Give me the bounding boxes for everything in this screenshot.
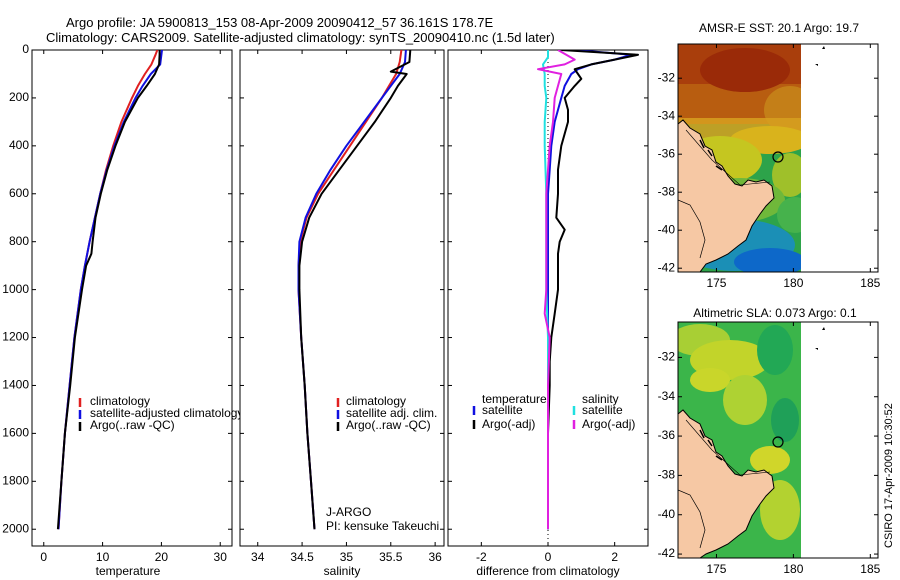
temperature-legend-satellite: satellite-adjusted climatology — [90, 406, 243, 420]
salinity-legend: climatology satellite adj. clim. Argo(..… — [336, 394, 437, 432]
difference-legend-title-salinity: salinity — [582, 392, 619, 406]
sst-island-1 — [815, 46, 825, 66]
temperature-xtick-label: 10 — [96, 550, 110, 564]
difference-yticks — [448, 49, 648, 530]
sst_map-xtick-label: 180 — [783, 276, 803, 290]
sla-map-water-area — [801, 322, 878, 558]
temperature-axes-frame — [31, 49, 233, 547]
sla_map-xtick-label: 175 — [706, 562, 726, 576]
sst_map-ytick-label: -40 — [658, 222, 676, 236]
sla_map-ytick-label: -38 — [658, 468, 676, 482]
salinity-legend-satellite: satellite adj. clim. — [346, 406, 437, 420]
salinity-yticks — [240, 49, 444, 530]
difference-xtick-label: 0 — [545, 550, 552, 564]
sla_map-ytick-label: -32 — [658, 350, 676, 364]
temperature-ytick-label: 1400 — [2, 378, 29, 392]
sla-map-title: Altimetric SLA: 0.073 Argo: 0.1 — [693, 306, 857, 320]
difference-xlabel: difference from climatology — [476, 564, 619, 578]
salinity-xticks: 34 34.5 35 35.5 36 — [251, 50, 442, 564]
sst_map-xtick-label: 175 — [706, 276, 726, 290]
temperature-legend-climatology: climatology — [90, 394, 150, 408]
temperature-ytick-label: 600 — [9, 186, 29, 200]
sst-map-xticks: 175 180 185 — [706, 44, 881, 290]
sla-argo-marker — [772, 436, 784, 448]
temperature-legend: climatology satellite-adjusted climatolo… — [78, 394, 243, 432]
sla-land — [678, 409, 775, 558]
salinity-annotation-program: J-ARGO — [326, 505, 371, 519]
sla_map-xtick-label: 185 — [860, 562, 880, 576]
difference-legend-title-temperature: temperature — [482, 392, 547, 406]
difference-legend-temp-argo: Argo(-adj) — [482, 417, 535, 431]
temperature-ytick-label: 1000 — [2, 282, 29, 296]
difference-series — [537, 50, 639, 530]
sst-argo-marker — [772, 151, 784, 163]
temperature-xlabel: temperature — [96, 564, 161, 578]
figure-title-line2: Climatology: CARS2009. Satellite-adjuste… — [46, 30, 555, 45]
temperature-yticks: 0 200 400 600 800 1000 1200 1400 1600 1800 2000 — [2, 42, 232, 535]
temperature-ytick-label: 400 — [9, 138, 29, 152]
salinity-annotation-pi: PI: kensuke Takeuchi — [326, 519, 439, 533]
temperature-xtick-label: 30 — [214, 550, 228, 564]
sla-island-1 — [815, 327, 825, 350]
temperature-ytick-label: 1800 — [2, 473, 29, 487]
sst-map-water-area — [801, 44, 878, 272]
temperature-series-line — [56, 50, 161, 530]
temperature-xtick-label: 20 — [155, 550, 169, 564]
temperature-ytick-label: 1600 — [2, 426, 29, 440]
sla_map-ytick-label: -36 — [658, 428, 676, 442]
sla_map-ytick-label: -34 — [658, 389, 676, 403]
temperature-ytick-label: 1200 — [2, 330, 29, 344]
side-stamp: CSIRO 17-Apr-2009 10:30:52 — [883, 403, 895, 548]
salinity-xtick-label: 36 — [428, 550, 442, 564]
sst-map-title: AMSR-E SST: 20.1 Argo: 19.7 — [699, 21, 859, 35]
difference-legend-sal-argo: Argo(-adj) — [582, 417, 635, 431]
difference-xtick-label: 2 — [611, 550, 618, 564]
salinity-xlabel: salinity — [324, 564, 361, 578]
sst-land — [678, 119, 775, 272]
salinity-xtick-label: 35.5 — [379, 550, 403, 564]
sla_map-xtick-label: 180 — [783, 562, 803, 576]
sla-map-yticks: -32 -34 -36 -38 -40 -42 — [658, 350, 878, 560]
temperature-xtick-label: 0 — [40, 550, 47, 564]
temperature-ytick-label: 0 — [22, 42, 29, 56]
sst-map-panel: AMSR-E SST: 20.1 Argo: 19.7 - — [658, 21, 881, 290]
temperature-panel: 0 200 400 600 800 1000 1200 1400 1600 1800 2000 0 1… — [2, 42, 243, 578]
salinity-legend-climatology: climatology — [346, 394, 406, 408]
sst-map-yticks: -32 -34 -36 -38 -40 -42 — [658, 70, 878, 274]
sst_map-xtick-label: 185 — [860, 276, 880, 290]
temperature-ytick-label: 800 — [9, 234, 29, 248]
difference-xtick-label: -2 — [476, 550, 487, 564]
salinity-xtick-label: 34.5 — [290, 550, 314, 564]
temperature-ytick-label: 2000 — [2, 521, 29, 535]
sla-map-panel: Altimetric SLA: 0.073 Argo: 0.1 -32-34-3… — [658, 306, 881, 576]
temperature-legend-argo: Argo(..raw -QC) — [90, 418, 175, 432]
salinity-legend-argo: Argo(..raw -QC) — [346, 418, 431, 432]
difference-series-line — [537, 50, 576, 530]
difference-panel: -2 0 2 difference from climatology tempera… — [447, 49, 649, 578]
salinity-panel: 34 34.5 35 35.5 36 salinity climatology sate… — [239, 49, 445, 578]
difference-series-line — [547, 50, 639, 530]
sst_map-ytick-label: -42 — [658, 260, 676, 274]
figure-title-line1: Argo profile: JA 5900813_153 08-Apr-2009… — [66, 15, 494, 30]
difference-legend-sal-satellite: satellite — [582, 403, 623, 417]
temperature-xticks: 0 10 20 30 — [40, 50, 227, 564]
sla_map-ytick-label: -42 — [658, 546, 676, 560]
sla-map-xticks: 175 180 185 — [706, 322, 881, 576]
sst_map-ytick-label: -32 — [658, 70, 676, 84]
sst_map-ytick-label: -38 — [658, 184, 676, 198]
salinity-axes-frame — [239, 49, 445, 547]
salinity-xtick-label: 35 — [340, 550, 354, 564]
temperature-ytick-label: 200 — [9, 90, 29, 104]
sst_map-ytick-label: -36 — [658, 146, 676, 160]
sst_map-ytick-label: -34 — [658, 108, 676, 122]
difference-legend: temperature satellite Argo(-adj) salinit… — [472, 392, 635, 431]
temperature-series — [56, 50, 163, 530]
salinity-xtick-label: 34 — [251, 550, 265, 564]
salinity-series-line — [298, 50, 412, 530]
difference-legend-temp-satellite: satellite — [482, 403, 523, 417]
salinity-series — [297, 50, 412, 530]
sla_map-ytick-label: -40 — [658, 507, 676, 521]
